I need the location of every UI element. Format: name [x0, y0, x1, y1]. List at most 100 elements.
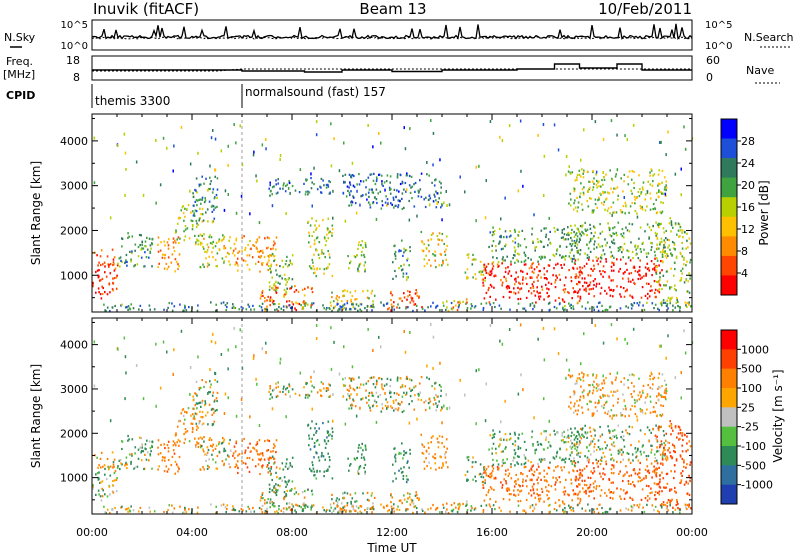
echo-cell [498, 506, 501, 509]
echo-cell [400, 467, 402, 470]
echo-cell [683, 125, 685, 129]
y-tick-label: 2000 [60, 224, 88, 237]
echo-cell [167, 468, 170, 471]
echo-cell [275, 483, 277, 486]
echo-cell [531, 263, 533, 266]
echo-cell [148, 440, 151, 443]
echo-cell [615, 211, 618, 214]
echo-cell [557, 431, 559, 434]
echo-cell [125, 167, 127, 171]
echo-cell [216, 399, 218, 403]
echo-cell [657, 173, 660, 176]
echo-cell [358, 376, 360, 379]
echo-cell [482, 480, 485, 484]
echo-cell [373, 496, 376, 499]
echo-cell [500, 217, 502, 221]
echo-cell [389, 384, 391, 388]
echo-cell [225, 308, 227, 312]
echo-cell [575, 176, 578, 179]
echo-cell [602, 478, 604, 481]
echo-cell [656, 446, 658, 449]
echo-cell [674, 470, 676, 473]
echo-cell [218, 248, 221, 251]
echo-cell [255, 443, 257, 447]
echo-cell [654, 494, 656, 497]
echo-cell [634, 472, 637, 475]
echo-cell [643, 477, 645, 480]
echo-cell [653, 263, 655, 266]
echo-cell [672, 429, 674, 432]
echo-cell [645, 455, 648, 458]
echo-cell [593, 386, 595, 389]
echo-cell [206, 467, 209, 470]
echo-cell [389, 378, 392, 381]
echo-cell [573, 433, 575, 436]
echo-cell [593, 243, 595, 246]
echo-cell [508, 487, 510, 490]
echo-cell [472, 456, 474, 459]
echo-cell [583, 128, 585, 132]
echo-cell [652, 268, 654, 271]
echo-cell [602, 203, 605, 206]
echo-cell [370, 188, 373, 191]
echo-cell [665, 153, 667, 157]
echo-cell [519, 297, 522, 300]
echo-cell [620, 295, 622, 298]
echo-cell [157, 453, 160, 456]
echo-cell [629, 259, 632, 262]
echo-cell [599, 256, 602, 259]
echo-cell [659, 302, 662, 305]
echo-cell [355, 298, 358, 301]
echo-cell [493, 477, 495, 480]
echo-cell [434, 453, 436, 456]
echo-cell [570, 307, 572, 310]
echo-cell [199, 207, 201, 210]
echo-cell [686, 260, 688, 263]
echo-cell [630, 178, 633, 181]
echo-cell [688, 493, 691, 496]
echo-cell [197, 304, 199, 307]
echo-cell [680, 277, 683, 280]
echo-cell [674, 248, 676, 251]
echo-cell [577, 452, 580, 455]
echo-cell [430, 467, 432, 470]
echo-cell [532, 487, 534, 490]
echo-cell [126, 463, 128, 466]
echo-cell [546, 291, 548, 295]
echo-cell [362, 449, 364, 452]
echo-cell [546, 278, 548, 281]
echo-cell [213, 208, 215, 211]
echo-cell [258, 506, 261, 510]
echo-cell [266, 261, 269, 264]
echo-cell [504, 473, 507, 476]
echo-cell [393, 308, 395, 311]
echo-cell [195, 392, 197, 396]
echo-cell [384, 404, 387, 407]
echo-cell [348, 267, 350, 270]
echo-cell [601, 304, 603, 307]
echo-cell [361, 398, 363, 401]
echo-cell [646, 205, 648, 208]
echo-cell [600, 456, 603, 459]
echo-cell [595, 256, 597, 259]
echo-cell [313, 230, 315, 234]
echo-cell [650, 431, 652, 434]
echo-cell [630, 444, 632, 447]
echo-cell [649, 386, 652, 389]
echo-cell [531, 270, 534, 273]
echo-cell [600, 202, 603, 205]
echo-cell [149, 308, 151, 311]
echo-cell [350, 407, 353, 410]
echo-cell [552, 456, 555, 459]
echo-cell [660, 260, 662, 263]
echo-cell [616, 186, 619, 189]
echo-cell [167, 265, 170, 268]
echo-cell [601, 179, 603, 182]
echo-cell [612, 238, 615, 241]
echo-cell [537, 260, 539, 263]
echo-cell [663, 192, 665, 195]
echo-cell [272, 303, 275, 306]
echo-cell [573, 442, 576, 446]
echo-cell [669, 420, 671, 423]
echo-cell [637, 245, 639, 248]
